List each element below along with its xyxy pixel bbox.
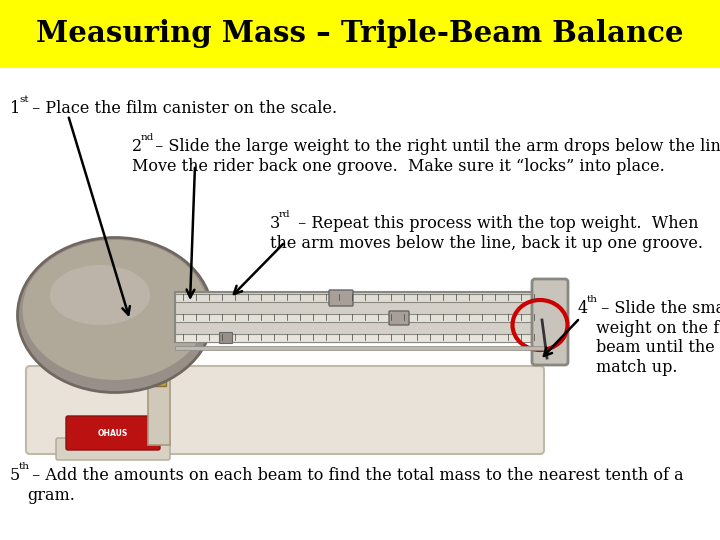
Text: – Place the film canister on the scale.: – Place the film canister on the scale. [27, 100, 337, 117]
Ellipse shape [50, 265, 150, 325]
Text: rd: rd [279, 210, 291, 219]
FancyBboxPatch shape [80, 305, 170, 317]
Text: 2: 2 [132, 138, 142, 155]
FancyBboxPatch shape [329, 290, 353, 306]
Bar [175, 334, 545, 342]
Text: the arm moves below the line, back it up one groove.: the arm moves below the line, back it up… [270, 235, 703, 252]
Text: – Add the amounts on each beam to find the total mass to the nearest tenth of a
: – Add the amounts on each beam to find t… [27, 467, 683, 504]
Ellipse shape [22, 240, 207, 380]
Text: 5: 5 [10, 467, 20, 484]
FancyBboxPatch shape [220, 333, 233, 343]
Bar [175, 346, 545, 350]
Text: th: th [19, 462, 30, 471]
Bar [175, 314, 545, 322]
Text: 1: 1 [10, 100, 20, 117]
Text: – Slide the small
weight on the front
beam until the lines
match up.: – Slide the small weight on the front be… [596, 300, 720, 376]
Bar [175, 294, 545, 302]
Bar [0, 0, 720, 68]
FancyBboxPatch shape [66, 416, 160, 450]
FancyBboxPatch shape [115, 354, 132, 386]
Text: 3: 3 [270, 215, 280, 232]
Text: Move the rider back one groove.  Make sure it “locks” into place.: Move the rider back one groove. Make sur… [132, 158, 665, 175]
Text: st: st [19, 95, 29, 104]
FancyBboxPatch shape [26, 366, 544, 454]
FancyBboxPatch shape [389, 311, 409, 325]
Text: th: th [587, 295, 598, 304]
FancyBboxPatch shape [56, 438, 170, 460]
FancyBboxPatch shape [175, 292, 545, 342]
Text: – Slide the large weight to the right until the arm drops below the line.: – Slide the large weight to the right un… [150, 138, 720, 155]
Text: 4: 4 [578, 300, 588, 317]
FancyBboxPatch shape [532, 279, 568, 365]
Text: OHAUS: OHAUS [98, 429, 128, 437]
Text: Measuring Mass – Triple-Beam Balance: Measuring Mass – Triple-Beam Balance [36, 19, 684, 49]
Text: nd: nd [141, 133, 154, 142]
FancyBboxPatch shape [148, 290, 170, 445]
Text: – Repeat this process with the top weight.  When: – Repeat this process with the top weigh… [293, 215, 698, 232]
Ellipse shape [17, 238, 212, 393]
FancyBboxPatch shape [149, 354, 166, 386]
